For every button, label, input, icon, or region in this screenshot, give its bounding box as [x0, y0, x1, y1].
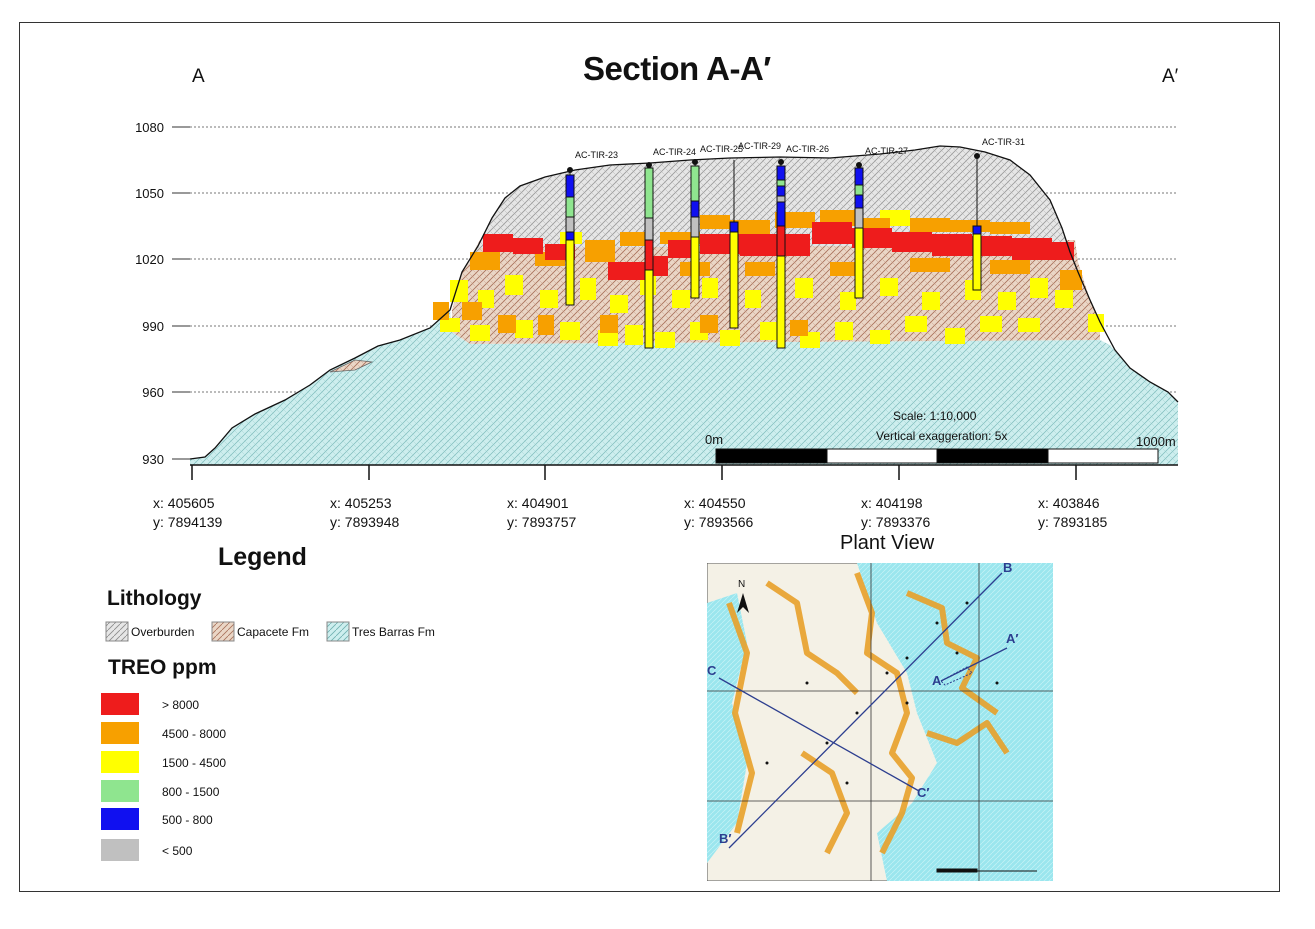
y-tick-label: 1020: [135, 252, 164, 267]
y-axis-labels: 1080 1050 1020 990 960 930: [135, 120, 164, 467]
drillhole-label: AC-TIR-23: [575, 150, 618, 160]
y-tick-label: 1080: [135, 120, 164, 135]
drillhole-label: AC-TIR-25: [700, 144, 743, 154]
coord-label: x: 405253 y: 7893948: [330, 495, 400, 530]
drillhole: [854, 162, 864, 299]
coord-label: x: 404198 y: 7893376: [861, 495, 931, 530]
drillhole-label: AC-TIR-26: [786, 144, 829, 154]
section-b-label: B: [1003, 563, 1012, 575]
coord-label: x: 405605 y: 7894139: [153, 495, 223, 530]
treo-title: TREO ppm: [108, 656, 217, 679]
legend-title: Legend: [218, 543, 307, 571]
treo-label: 1500 - 4500: [162, 756, 227, 770]
north-label: N: [738, 579, 745, 590]
section-end-right-label: A′: [1162, 66, 1179, 87]
drillhole-label: AC-TIR-29: [738, 141, 781, 151]
figure-frame: [19, 22, 1280, 892]
treo-swatch: [101, 808, 139, 830]
treo-swatch: [101, 751, 139, 773]
drillhole-label: AC-TIR-31: [982, 137, 1025, 147]
section-c-prime-label: C′: [917, 785, 930, 800]
capacete-swatch: [211, 621, 235, 642]
tres-barras-swatch: [326, 621, 350, 642]
treo-label: 500 - 800: [162, 813, 213, 827]
treo-swatch: [101, 693, 139, 715]
scalebar: [715, 448, 1159, 464]
section-b-prime-label: B′: [719, 831, 732, 846]
overburden-swatch: [105, 621, 129, 642]
drillhole: [776, 159, 786, 349]
drillholes: AC-TIR-23 AC-TIR-24 AC-TIR-25 AC-TIR-29 …: [565, 137, 1025, 349]
scalebar-end-label: 1000m: [1136, 434, 1176, 449]
treo-label: 800 - 1500: [162, 785, 220, 799]
scale-text: Scale: 1:10,000: [893, 409, 977, 423]
treo-label: < 500: [162, 844, 193, 858]
treo-label: > 8000: [162, 698, 200, 712]
section-end-left-label: A: [192, 66, 205, 87]
section-c-label: C: [707, 663, 717, 678]
coord-label: x: 404901 y: 7893757: [507, 495, 577, 530]
lithology-label: Capacete Fm: [237, 625, 310, 639]
coord-label: x: 404550 y: 7893566: [684, 495, 754, 530]
y-tick-label: 1050: [135, 186, 164, 201]
coord-label: x: 403846 y: 7893185: [1038, 495, 1108, 530]
plant-view-map: B A′ A C C′ B′ N: [707, 563, 1053, 881]
north-arrow-icon: N: [737, 579, 749, 613]
y-tick-label: 930: [142, 452, 164, 467]
y-tick-label: 990: [142, 319, 164, 334]
treo-label: 4500 - 8000: [162, 727, 227, 741]
y-tick-label: 960: [142, 385, 164, 400]
drillhole: [729, 160, 739, 329]
topography-line: [189, 145, 1179, 460]
section-title: Section A-A′: [583, 50, 771, 87]
lithology-label: Tres Barras Fm: [352, 625, 435, 639]
exaggeration-text: Vertical exaggeration: 5x: [876, 429, 1007, 443]
scalebar-start-label: 0m: [705, 432, 723, 447]
drillhole: [644, 162, 654, 349]
section-a-prime-label: A′: [1006, 631, 1019, 646]
tres-barras-unit: [190, 310, 1178, 465]
lithology-title: Lithology: [107, 587, 202, 610]
section-a-label: A: [932, 673, 942, 688]
drillhole: [690, 159, 700, 299]
treo-swatch: [101, 839, 139, 861]
plant-view-title: Plant View: [840, 532, 935, 554]
treo-blocks: [433, 210, 1104, 348]
drillhole-label: AC-TIR-27: [865, 146, 908, 156]
lithology-label: Overburden: [131, 625, 195, 639]
treo-swatch: [101, 722, 139, 744]
drillhole-label: AC-TIR-24: [653, 147, 696, 157]
treo-swatch: [101, 780, 139, 802]
drillhole: [972, 153, 982, 291]
